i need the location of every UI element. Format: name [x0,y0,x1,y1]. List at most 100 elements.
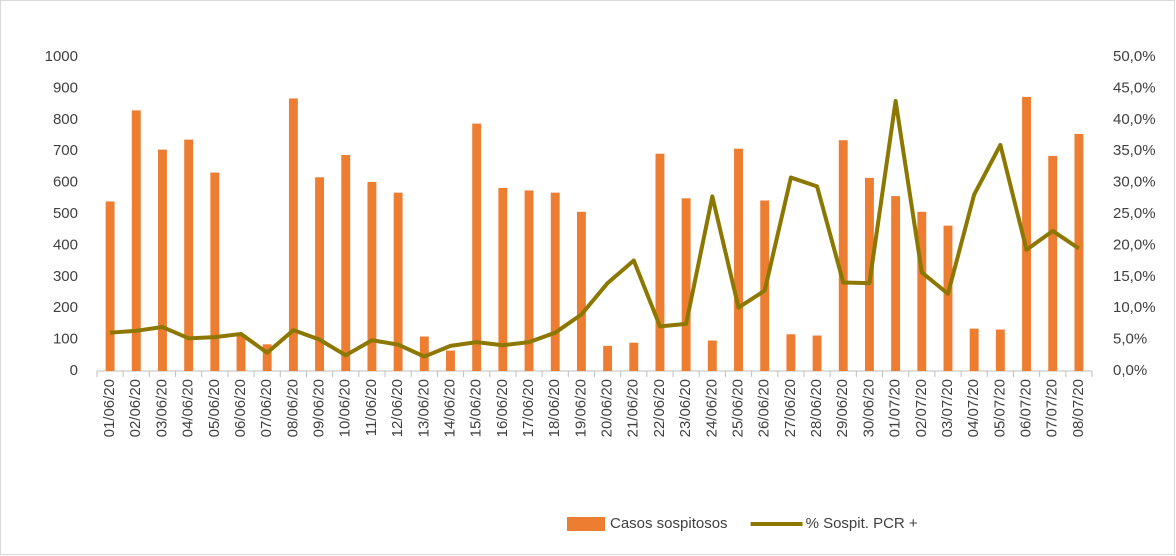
y2-tick-label: 50,0% [1113,48,1156,65]
y-tick-label: 0 [70,362,78,379]
x-tick-label: 06/07/20 [1018,379,1035,437]
y-tick-label: 400 [53,236,78,253]
bar [105,201,115,371]
bar [158,149,167,371]
bar [786,334,796,371]
x-tick-label: 05/06/20 [206,379,223,437]
y2-tick-label: 5,0% [1113,331,1147,348]
line [109,98,1081,359]
x-tick-label: 18/06/20 [546,379,563,437]
bar [550,192,560,371]
x-tick-label: 16/06/20 [494,379,511,437]
bar [288,98,298,371]
x-tick-label: 07/07/20 [1044,379,1061,437]
x-tick-label: 01/06/20 [101,379,118,437]
x-tick-label: 09/06/20 [311,379,328,437]
x-tick-label: 29/06/20 [834,379,851,437]
x-tick-label: 23/06/20 [677,379,694,437]
bar [498,187,508,371]
bar [367,181,377,371]
bar [446,350,455,371]
x-tick-label: 12/06/20 [389,379,406,437]
x-tick-label: 03/06/20 [153,379,170,437]
bar [393,192,403,371]
x-tick-label: 02/07/20 [913,379,930,437]
x-tick-label: 17/06/20 [520,379,537,437]
bar [419,336,429,371]
bar [629,342,639,371]
x-tick-label: 01/07/20 [887,379,904,437]
bar [262,344,272,371]
x-tick-label: 14/06/20 [441,379,458,437]
bar [1022,96,1031,372]
x-tick-label: 11/06/20 [363,379,380,436]
bar [576,211,586,371]
bar [943,225,953,371]
bar [210,172,220,371]
y2-tick-label: 15,0% [1113,268,1156,285]
y2-tick-label: 20,0% [1113,236,1156,253]
x-tick-label: 15/06/20 [468,379,485,437]
legend-swatch [567,517,605,531]
x-tick-label: 28/06/20 [808,379,825,437]
bar [1074,133,1084,371]
bar [917,211,927,371]
y2-tick-label: 45,0% [1113,79,1156,96]
y-tick-label: 700 [53,142,78,159]
bar [891,196,901,371]
bar [472,123,482,372]
y2-tick-label: 25,0% [1113,205,1156,222]
bar [603,345,613,371]
y-tick-label: 600 [53,174,78,191]
x-tick-label: 22/06/20 [651,379,668,437]
x-tick-label: 08/06/20 [284,379,301,437]
y2-tick-label: 40,0% [1113,111,1156,128]
x-tick-label: 03/07/20 [939,379,956,437]
bar [812,335,822,371]
x-tick-label: 05/07/20 [991,379,1008,437]
bar [995,329,1005,371]
x-tick-label: 24/06/20 [703,379,720,437]
x-tick-label: 30/06/20 [860,379,877,437]
x-tick-label: 02/06/20 [127,379,144,437]
bar [341,154,351,371]
bar [681,198,691,371]
bar [524,190,534,371]
y-tick-label: 1000 [45,48,78,65]
bar [1048,155,1058,371]
y-tick-label: 800 [53,111,78,128]
x-tick-label: 26/06/20 [756,379,773,437]
x-tick-label: 25/06/20 [729,379,746,437]
bar [734,148,743,371]
x-tick-label: 06/06/20 [232,379,249,437]
x-tick-label: 07/06/20 [258,379,275,437]
bar [315,177,325,371]
bar [707,340,717,371]
legend-label: % Sospit. PCR + [806,515,918,532]
legend-label: Casos sospitosos [610,515,728,532]
x-tick-label: 04/07/20 [965,379,982,437]
y-tick-label: 200 [53,299,78,316]
x-tick-label: 04/06/20 [180,379,197,437]
y2-tick-label: 10,0% [1113,299,1156,316]
y-tick-label: 100 [53,331,78,348]
bar [969,328,979,371]
bar [131,110,141,371]
y2-tick-label: 35,0% [1113,142,1156,159]
bar [184,139,194,371]
y2-tick-label: 0,0% [1113,362,1147,379]
y-tick-label: 900 [53,79,78,96]
x-tick-label: 27/06/20 [782,379,799,437]
x-tick-label: 13/06/20 [415,379,432,437]
x-tick-label: 10/06/20 [337,379,354,437]
bar [838,140,848,371]
x-tick-label: 21/06/20 [625,379,642,437]
y-tick-label: 500 [53,205,78,222]
y-tick-label: 300 [53,268,78,285]
x-tick-label: 19/06/20 [572,379,589,437]
bar [655,153,665,371]
y2-tick-label: 30,0% [1113,174,1156,191]
